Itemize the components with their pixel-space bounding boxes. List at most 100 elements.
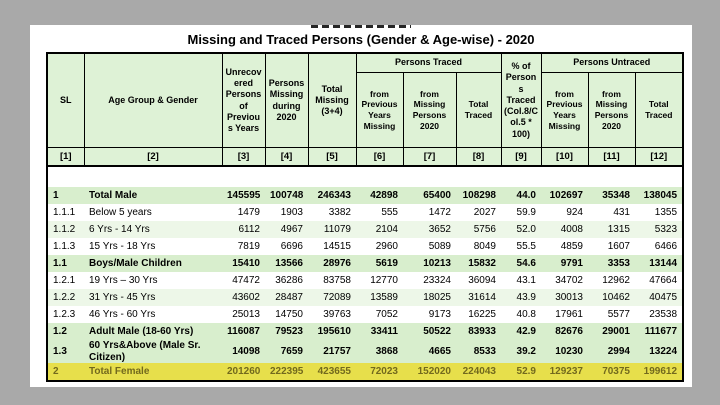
cell-value: 10230 [541, 340, 588, 363]
row-label: 6 Yrs - 14 Yrs [84, 221, 222, 238]
col-number: [2] [83, 147, 223, 167]
cell-value: 2960 [356, 238, 403, 255]
row-label: Below 5 years [84, 204, 222, 221]
cell-value: 14098 [222, 340, 265, 363]
row-sl: 1.1.3 [47, 238, 84, 255]
cell-value: 47664 [635, 272, 684, 289]
cell-value: 195610 [308, 323, 356, 340]
table-row: 1.2.1 19 Yrs – 30 Yrs 47472 36286 83758 12770… [47, 272, 684, 289]
cell-value: 42898 [356, 187, 403, 204]
cell-value: 14515 [308, 238, 356, 255]
cell-value: 2027 [456, 204, 501, 221]
cell-value: 17961 [541, 306, 588, 323]
cell-value: 5323 [635, 221, 684, 238]
cell-value: 201260 [222, 363, 265, 381]
cell-value: 1472 [403, 204, 456, 221]
cell-value: 31614 [456, 289, 501, 306]
header-total-traced: Total Traced [455, 72, 502, 148]
cell-value: 16225 [456, 306, 501, 323]
cell-value: 12962 [588, 272, 635, 289]
header-unrecovered: Unrecovered Persons of Previous Years [221, 52, 266, 148]
row-label: Total Female [84, 363, 222, 381]
cell-value: 7819 [222, 238, 265, 255]
cell-value: 43602 [222, 289, 265, 306]
cell-value: 65400 [403, 187, 456, 204]
cell-value: 35348 [588, 187, 635, 204]
header-percent-traced: % of Persons Traced (Col.8/Col.5 * 100) [500, 52, 542, 148]
cell-value: 82676 [541, 323, 588, 340]
row-label: Total Male [84, 187, 222, 204]
cell-value: 2994 [588, 340, 635, 363]
spacer-cell [47, 166, 684, 187]
cell-value: 47472 [222, 272, 265, 289]
cell-value: 9791 [541, 255, 588, 272]
col-number: [3] [221, 147, 266, 167]
col-number: [9] [500, 147, 542, 167]
row-sl: 1.2 [47, 323, 84, 340]
page-title: Missing and Traced Persons (Gender & Age… [187, 32, 535, 47]
header-total-missing: Total Missing (3+4) [307, 52, 357, 148]
cell-value: 83758 [308, 272, 356, 289]
row-label: Boys/Male Children [84, 255, 222, 272]
cell-value: 11079 [308, 221, 356, 238]
cell-value: 5619 [356, 255, 403, 272]
table-row: 1 Total Male 145595 100748 246343 42898 65400 1… [47, 187, 684, 204]
cell-value: 54.6 [501, 255, 541, 272]
cell-value: 14750 [265, 306, 308, 323]
row-sl: 1.2.2 [47, 289, 84, 306]
cell-value: 13144 [635, 255, 684, 272]
cell-value: 36286 [265, 272, 308, 289]
table-row: 2 Total Female 201260 222395 423655 72023 1520… [47, 363, 684, 381]
row-sl: 1.1.2 [47, 221, 84, 238]
cell-value: 70375 [588, 363, 635, 381]
clipped-caption-remnant [311, 25, 411, 28]
cell-value: 59.9 [501, 204, 541, 221]
cell-value: 145595 [222, 187, 265, 204]
row-sl: 1.3 [47, 340, 84, 363]
cell-value: 5756 [456, 221, 501, 238]
cell-value: 21757 [308, 340, 356, 363]
header-traced-from-2020: from Missing Persons 2020 [402, 72, 457, 148]
cell-value: 3353 [588, 255, 635, 272]
row-label: 15 Yrs - 18 Yrs [84, 238, 222, 255]
col-number: [7] [402, 147, 457, 167]
table-header: SL Age Group & Gender Unrecovered Person… [46, 52, 684, 167]
header-traced-prev-years: from Previous Years Missing [355, 72, 404, 148]
col-number: [8] [455, 147, 502, 167]
cell-value: 5577 [588, 306, 635, 323]
cell-value: 28976 [308, 255, 356, 272]
table-row: 1.2.3 46 Yrs - 60 Yrs 25013 14750 39763 7052 9… [47, 306, 684, 323]
cell-value: 39763 [308, 306, 356, 323]
row-label: 19 Yrs – 30 Yrs [84, 272, 222, 289]
cell-value: 7659 [265, 340, 308, 363]
row-sl: 1.1 [47, 255, 84, 272]
cell-value: 246343 [308, 187, 356, 204]
header-age-group: Age Group & Gender [83, 52, 223, 148]
cell-value: 4859 [541, 238, 588, 255]
cell-value: 100748 [265, 187, 308, 204]
cell-value: 12770 [356, 272, 403, 289]
row-label: 46 Yrs - 60 Yrs [84, 306, 222, 323]
cell-value: 55.5 [501, 238, 541, 255]
header-column-numbers-row: [1] [2] [3] [4] [5] [6] [7] [8] [9] [10]… [46, 147, 684, 167]
header-group-row: SL Age Group & Gender Unrecovered Person… [46, 52, 684, 148]
cell-value: 25013 [222, 306, 265, 323]
cell-value: 43.1 [501, 272, 541, 289]
header-sl: SL [46, 52, 85, 148]
cell-value: 224043 [456, 363, 501, 381]
cell-value: 2104 [356, 221, 403, 238]
header-missing-2020: Persons Missing during 2020 [264, 52, 309, 148]
cell-value: 13589 [356, 289, 403, 306]
cell-value: 102697 [541, 187, 588, 204]
table-row: 1.2 Adult Male (18-60 Yrs) 116087 79523 1956… [47, 323, 684, 340]
cell-value: 8049 [456, 238, 501, 255]
cell-value: 43.9 [501, 289, 541, 306]
cell-value: 72023 [356, 363, 403, 381]
cell-value: 199612 [635, 363, 684, 381]
cell-value: 13566 [265, 255, 308, 272]
missing-traced-persons-table: SL Age Group & Gender Unrecovered Person… [46, 52, 685, 382]
col-number: [11] [587, 147, 636, 167]
cell-value: 79523 [265, 323, 308, 340]
cell-value: 52.9 [501, 363, 541, 381]
cell-value: 3382 [308, 204, 356, 221]
